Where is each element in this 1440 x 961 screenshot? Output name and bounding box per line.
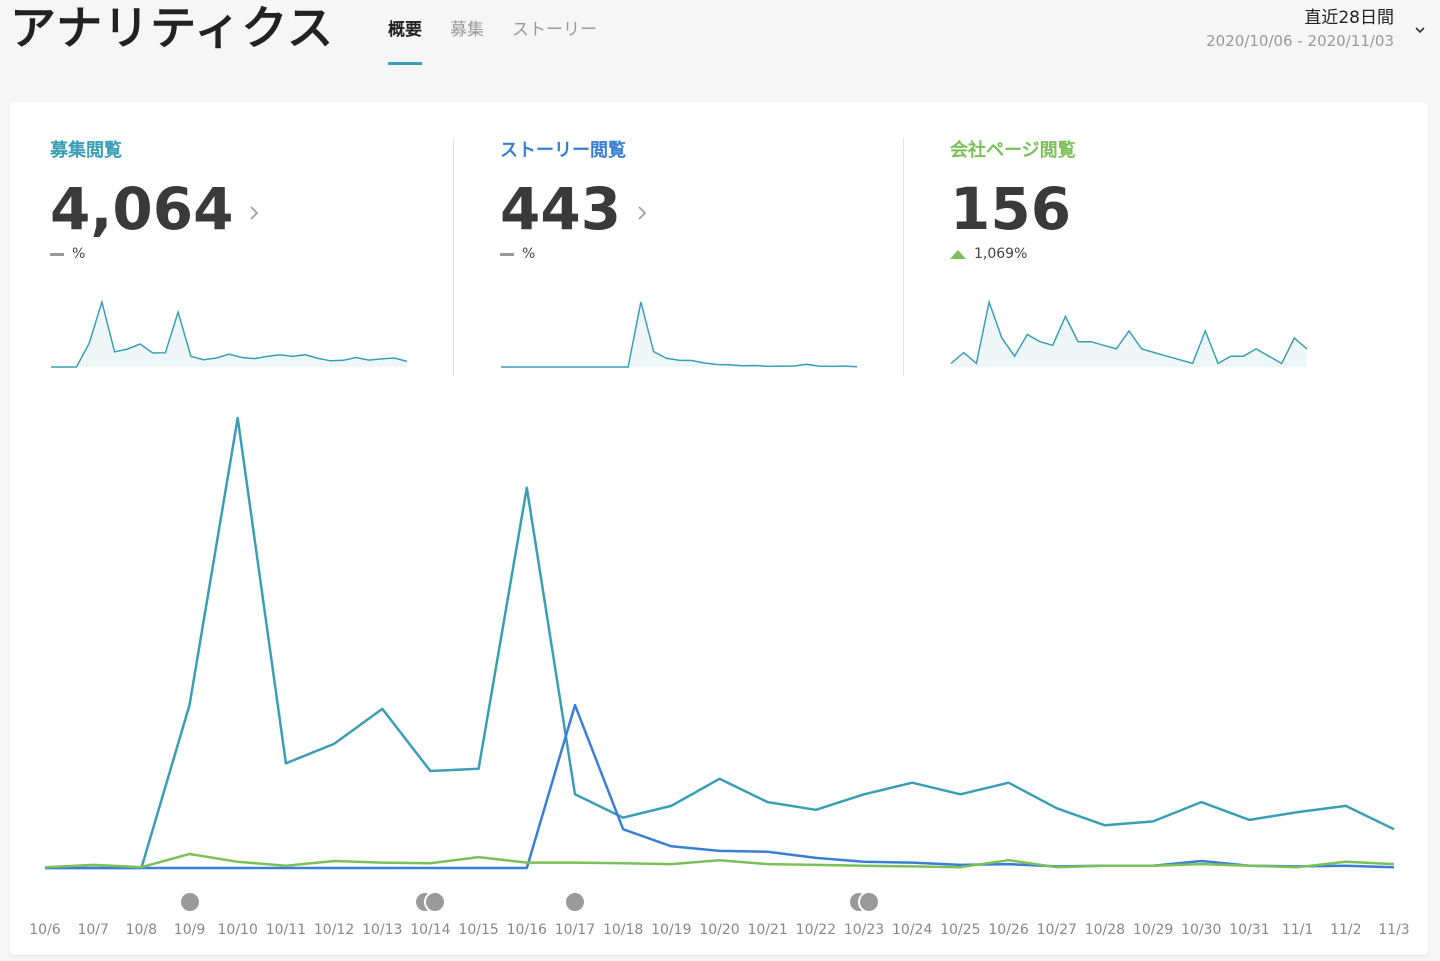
metric-title: 募集閲覧 (50, 140, 122, 161)
avatar[interactable] (858, 891, 881, 913)
tab-story[interactable]: ストーリー (512, 20, 597, 40)
metric-value-row: 443 (500, 174, 950, 244)
x-tick-label: 10/25 (940, 922, 981, 938)
metric-company[interactable]: 会社ページ閲覧 156 1,069% (950, 138, 1400, 378)
x-tick-label: 10/19 (651, 922, 692, 938)
sparkline-recruit (51, 299, 408, 368)
x-tick-label: 10/15 (458, 922, 499, 938)
x-tick-label: 10/24 (892, 922, 933, 938)
sparkline-area (501, 302, 857, 367)
metric-value-row: 156 (950, 174, 1400, 244)
x-tick-label: 10/16 (506, 922, 547, 938)
series-line-story (45, 703, 1395, 870)
metric-change: % (50, 244, 500, 264)
tab-recruit[interactable]: 募集 (450, 20, 484, 40)
metric-change-value: % (72, 246, 86, 262)
sparkline-line (950, 299, 1308, 365)
sparkline-story (501, 301, 858, 368)
avatar[interactable] (563, 891, 586, 913)
x-tick-label: 10/26 (988, 922, 1029, 938)
chevron-down-icon[interactable] (1414, 24, 1426, 36)
metric-value: 443 (500, 175, 622, 243)
chevron-right-icon[interactable] (247, 204, 261, 222)
tab-overview[interactable]: 概要 (388, 18, 422, 66)
series-line-recruit (45, 416, 1395, 870)
sparkline-line (51, 299, 408, 368)
metric-value: 4,064 (50, 175, 234, 243)
x-tick-label: 10/13 (362, 922, 403, 938)
avatar[interactable] (424, 891, 447, 913)
x-tick-label: 10/17 (554, 922, 596, 938)
date-range-selector[interactable]: 直近28日間 2020/10/06 - 2020/11/03 (1206, 6, 1394, 52)
x-tick-label: 10/10 (217, 922, 258, 938)
divider (903, 138, 904, 376)
sparkline-line (501, 301, 858, 368)
metric-title: 会社ページ閲覧 (950, 140, 1076, 161)
x-tick-label: 10/7 (77, 922, 109, 938)
x-tick-label: 10/6 (29, 922, 61, 938)
metric-title: ストーリー閲覧 (500, 140, 626, 161)
avatar[interactable] (178, 891, 201, 913)
sparkline-area (951, 302, 1307, 367)
x-tick-label: 11/3 (1378, 922, 1410, 938)
x-tick-label: 10/14 (410, 922, 451, 938)
x-tick-label: 11/2 (1330, 922, 1362, 938)
metric-change-value: 1,069% (974, 246, 1028, 262)
date-range-dates: 2020/10/06 - 2020/11/03 (1206, 32, 1394, 50)
date-range-label: 直近28日間 (1304, 8, 1394, 28)
sparkline-company (950, 299, 1308, 367)
x-tick-label: 10/27 (1036, 922, 1077, 938)
x-tick-label: 10/23 (843, 922, 885, 938)
series-line-company (44, 852, 1395, 869)
metric-value-row: 4,064 (50, 174, 500, 244)
sparkline-area (51, 302, 407, 367)
x-tick-label: 10/30 (1181, 922, 1222, 938)
x-tick-label: 10/12 (313, 922, 355, 938)
main-line-chart (44, 416, 1395, 870)
metric-value: 156 (950, 175, 1072, 243)
metric-story[interactable]: ストーリー閲覧 443 % (500, 138, 950, 378)
x-tick-label: 10/8 (125, 922, 158, 938)
x-tick-label: 10/20 (699, 922, 740, 938)
chevron-right-icon[interactable] (635, 204, 649, 222)
x-tick-label: 10/11 (265, 922, 307, 938)
x-tick-label: 10/18 (602, 922, 644, 938)
page-title: アナリティクス (10, 1, 334, 55)
divider (453, 138, 454, 376)
x-tick-label: 11/1 (1281, 922, 1314, 938)
metric-change: 1,069% (950, 244, 1400, 264)
x-tick-label: 10/21 (747, 922, 788, 938)
metric-change: % (500, 244, 950, 264)
x-tick-label: 10/29 (1132, 922, 1174, 938)
x-tick-label: 10/22 (795, 922, 837, 938)
up-triangle-icon (950, 249, 966, 259)
analytics-card: 募集閲覧 4,064 % ストーリー閲覧 443 % 会社ページ閲覧 156 1… (10, 102, 1428, 955)
flat-trend-icon (50, 252, 64, 256)
tab-bar: 概要 募集 ストーリー (388, 18, 625, 66)
metric-recruit[interactable]: 募集閲覧 4,064 % (50, 138, 500, 378)
flat-trend-icon (500, 252, 514, 256)
metric-change-value: % (522, 246, 536, 262)
x-axis-labels: 10/6 10/7 10/8 10/9 10/10 10/11 10/12 10/13 10/1… (10, 922, 1428, 942)
x-tick-label: 10/28 (1084, 922, 1126, 938)
x-tick-label: 10/9 (173, 922, 206, 938)
x-tick-label: 10/31 (1229, 922, 1270, 938)
